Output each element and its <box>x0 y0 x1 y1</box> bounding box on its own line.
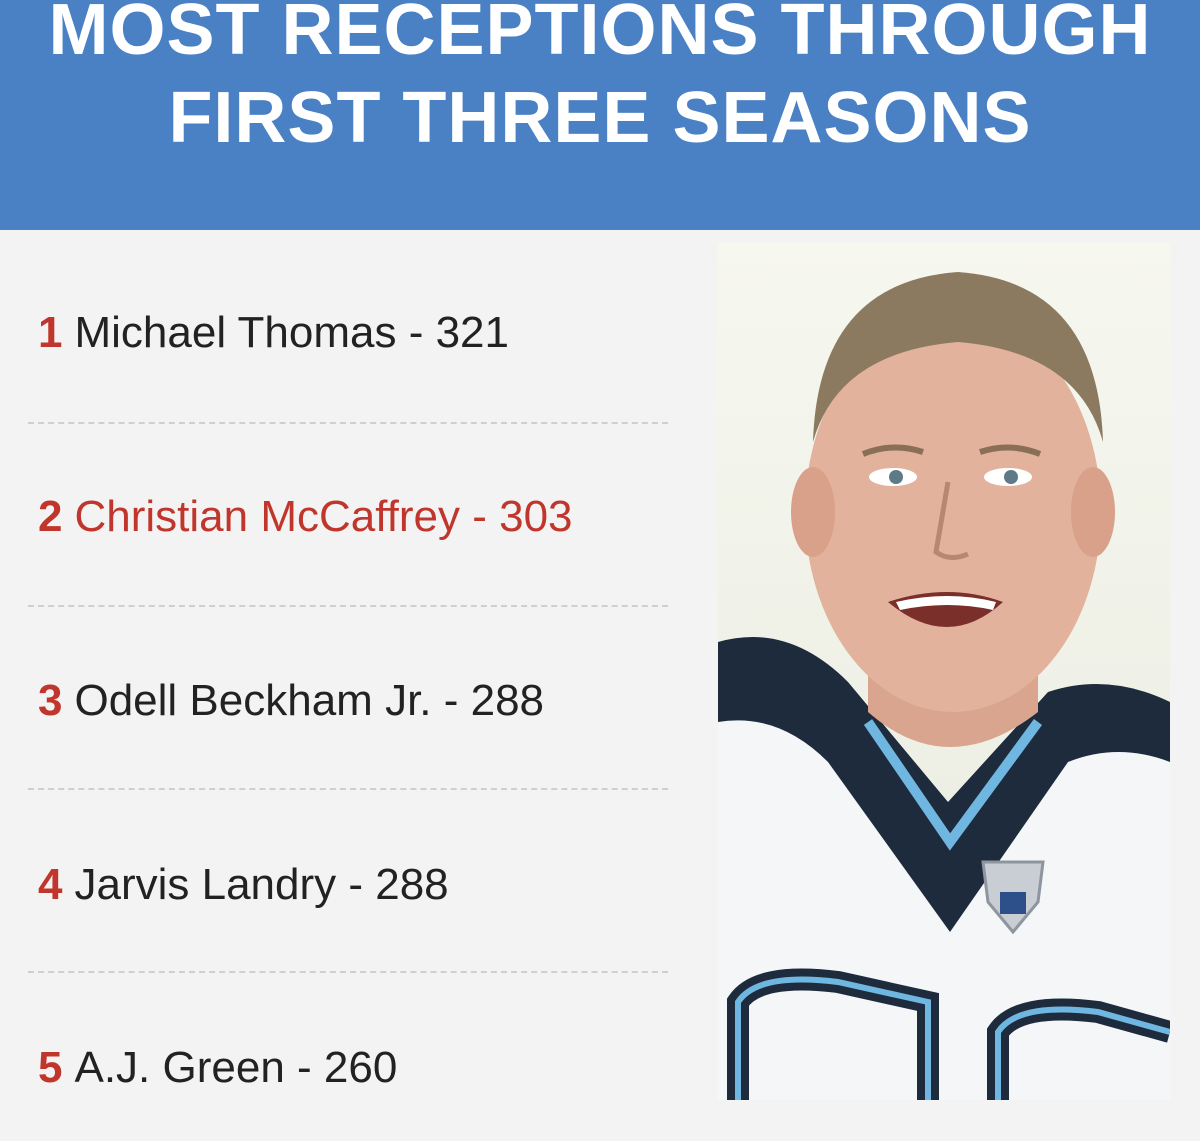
list-item: 5 A.J. Green - 260 <box>38 1043 397 1093</box>
list-item: 4 Jarvis Landry - 288 <box>38 860 449 910</box>
player-entry: Michael Thomas - 321 <box>74 308 509 357</box>
player-entry: Jarvis Landry - 288 <box>74 860 449 909</box>
player-entry: Christian McCaffrey - 303 <box>74 492 573 541</box>
divider <box>28 422 668 424</box>
rank-number: 1 <box>38 308 63 357</box>
list-item: 3 Odell Beckham Jr. - 288 <box>38 676 544 726</box>
divider <box>28 971 668 973</box>
rank-number: 4 <box>38 860 63 909</box>
rank-number: 5 <box>38 1043 63 1092</box>
divider <box>28 788 668 790</box>
rank-number: 2 <box>38 492 63 541</box>
list-item: 2 Christian McCaffrey - 303 <box>38 492 573 542</box>
title-line-2: FIRST THREE SEASONS <box>168 78 1032 158</box>
player-photo <box>718 242 1170 1100</box>
divider <box>28 605 668 607</box>
rank-number: 3 <box>38 676 63 725</box>
title-line-1: MOST RECEPTIONS THROUGH <box>48 0 1152 70</box>
list-item: 1 Michael Thomas - 321 <box>38 308 509 358</box>
rankings-list: 1 Michael Thomas - 321 2 Christian McCaffr… <box>0 230 700 1141</box>
player-entry: Odell Beckham Jr. - 288 <box>74 676 545 725</box>
player-entry: A.J. Green - 260 <box>74 1043 398 1092</box>
header-banner: MOST RECEPTIONS THROUGH FIRST THREE SEAS… <box>0 0 1200 230</box>
